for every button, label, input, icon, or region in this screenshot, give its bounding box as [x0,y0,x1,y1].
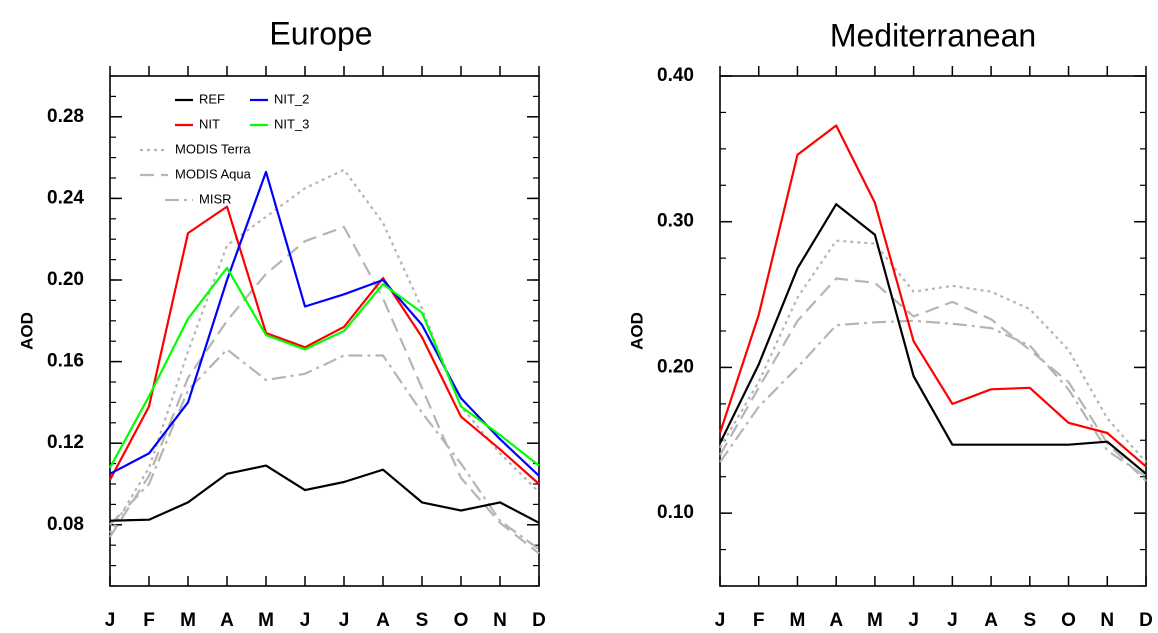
plot-frame [719,75,1147,587]
y-tick-label: 0.20 [47,269,84,290]
series-line-ref [719,203,1147,475]
y-tick-label: 0.10 [657,502,694,523]
y-tick-label: 0.40 [657,65,694,86]
x-tick-label: S [416,610,429,631]
x-tick-label: A [376,610,390,631]
panel-europe: Europe AOD J F M A M J J A S O N D 0.08 0.12 0.16 0.20 0.2… [17,15,545,631]
x-tick-label: J [947,610,958,631]
legend-label: NIT [199,116,220,131]
series-line-modis-aqua [719,277,1147,482]
series-line-nit [109,205,540,485]
legend-label: MISR [199,191,232,206]
y-tick-label: 0.24 [47,187,84,208]
series-line-modis-terra [719,239,1147,463]
x-tick-label: A [984,610,998,631]
x-tick-label: M [790,610,806,631]
legend-label: MODIS Aqua [175,166,252,181]
y-axis-label: AOD [627,312,646,350]
x-tick-label: O [1061,610,1076,631]
x-tick-label: S [1023,610,1036,631]
x-tick-label: M [867,610,883,631]
series-line-misr [109,348,540,551]
legend-label: MODIS Terra [175,141,251,156]
chart-title: Europe [269,15,372,51]
x-tick-label: J [715,610,726,631]
x-tick-label: A [220,610,234,631]
series-line-modis-aqua [109,225,540,555]
y-tick-label: 0.28 [47,106,84,127]
y-tick-label: 0.30 [657,211,694,232]
panel-mediterranean: Mediterranean AOD J F M A M J J A S O N D 0.10 0.20 0.30… [627,17,1152,631]
x-tick-label: O [454,610,469,631]
x-tick-label: F [753,610,765,631]
y-tick-label: 0.08 [47,514,84,535]
series-line-misr [719,319,1147,478]
x-tick-label: D [1139,610,1153,631]
x-tick-label: J [300,610,311,631]
x-tick-label: J [908,610,919,631]
y-tick-label: 0.16 [47,351,84,372]
x-tick-label: F [143,610,155,631]
series-line-nit-2 [109,170,540,477]
legend: REF NIT NIT_2 NIT_3 MODIS Terra MODIS Aqua MIS… [140,91,309,206]
series-line-modis-terra [109,168,540,534]
series-line-nit [718,124,1147,468]
legend-label: NIT_2 [274,91,309,106]
series-line-nit-3 [109,266,540,469]
y-tick-label: 0.20 [657,356,694,377]
x-tick-label: J [339,610,350,631]
x-tick-label: N [493,610,507,631]
x-tick-label: N [1100,610,1114,631]
x-tick-label: A [829,610,843,631]
x-tick-label: J [105,610,116,631]
x-tick-label: M [180,610,196,631]
legend-label: REF [199,91,225,106]
x-tick-label: D [532,610,546,631]
chart-title: Mediterranean [830,17,1036,53]
x-tick-label: M [258,610,274,631]
series-line-ref [109,464,540,524]
plot-frame [109,75,540,587]
y-tick-label: 0.12 [47,432,84,453]
legend-label: NIT_3 [274,116,309,131]
y-axis-label: AOD [17,312,36,350]
